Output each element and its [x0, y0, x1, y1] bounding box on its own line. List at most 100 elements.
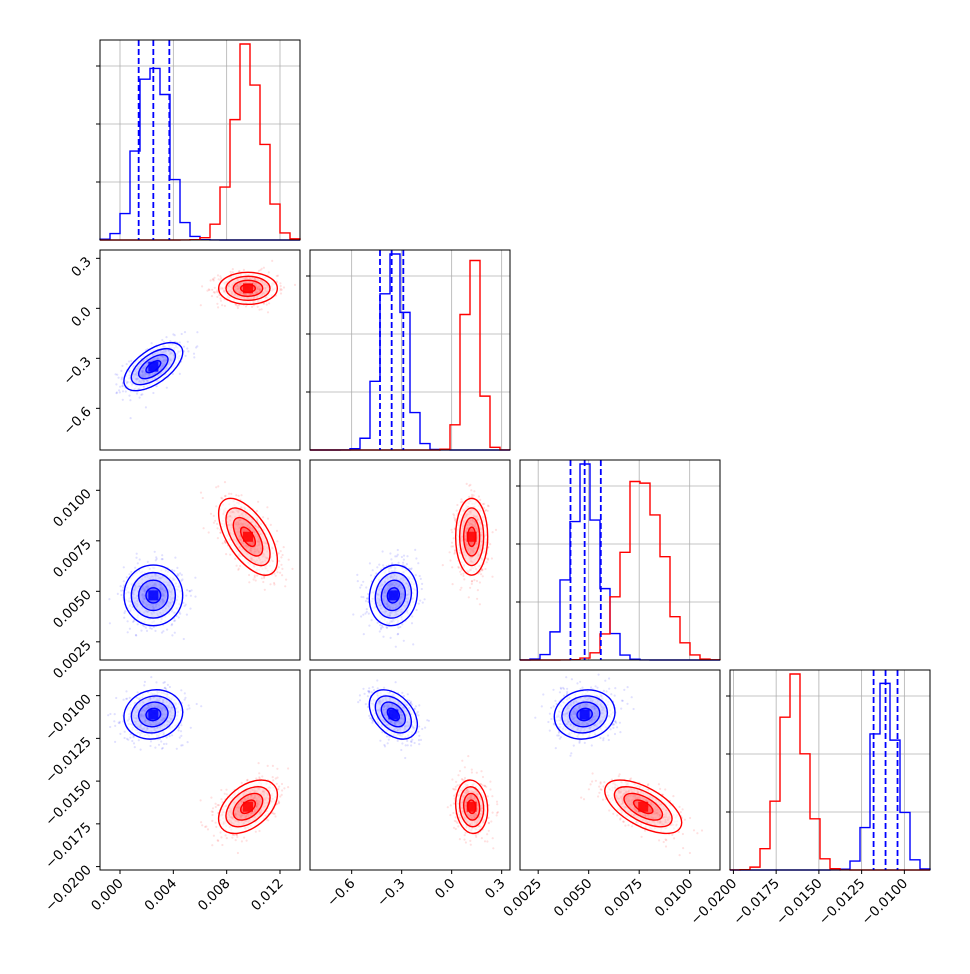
sample-point [155, 681, 157, 683]
sample-point [118, 722, 120, 724]
sample-point [487, 505, 489, 507]
sample-point [281, 289, 283, 291]
sample-point [115, 383, 117, 385]
sample-point [368, 625, 370, 627]
sample-point [483, 503, 485, 505]
sample-point [403, 555, 405, 557]
sample-point [108, 598, 110, 600]
sample-point [154, 551, 156, 553]
sample-point [162, 747, 164, 749]
sample-point [241, 840, 243, 842]
sample-point [418, 603, 420, 605]
sample-point [165, 743, 167, 745]
sample-point [189, 608, 191, 610]
sample-point [420, 578, 422, 580]
sample-point [174, 334, 176, 336]
sample-point [364, 612, 366, 614]
sample-point [356, 574, 358, 576]
sample-point [119, 733, 121, 735]
sample-point [285, 579, 287, 581]
sample-point [381, 625, 383, 627]
sample-point [487, 558, 489, 560]
sample-point [119, 386, 121, 388]
sample-point [224, 481, 226, 483]
sample-point [188, 590, 190, 592]
sample-point [259, 309, 261, 311]
sample-point [476, 580, 478, 582]
sample-point [480, 573, 482, 575]
sample-point [266, 304, 268, 306]
sample-point [179, 572, 181, 574]
sample-point [399, 626, 401, 628]
density-panel-1-0 [93, 250, 300, 450]
sample-point [220, 277, 222, 279]
sample-point [282, 554, 284, 556]
sample-point [181, 578, 183, 580]
sample-point [259, 777, 261, 779]
sample-point [416, 609, 418, 611]
sample-point [386, 627, 388, 629]
sample-point [107, 714, 109, 716]
sample-point [178, 727, 180, 729]
sample-point [224, 541, 226, 543]
sample-point [225, 495, 227, 497]
sample-point [186, 708, 188, 710]
sample-point [406, 555, 408, 557]
sample-point [158, 744, 160, 746]
sample-point [122, 399, 124, 401]
sample-point [188, 704, 190, 706]
sample-point [179, 341, 181, 343]
sample-point [453, 514, 455, 516]
sample-point [114, 713, 116, 715]
sample-point [217, 274, 219, 276]
sample-point [419, 600, 421, 602]
sample-point [401, 556, 403, 558]
sample-point [424, 598, 426, 600]
sample-point [278, 566, 280, 568]
sample-point [402, 562, 404, 564]
sample-point [185, 355, 187, 357]
sample-point [276, 571, 278, 573]
sample-point [163, 743, 165, 745]
sample-point [412, 643, 414, 645]
sample-point [115, 697, 117, 699]
sample-point [245, 305, 247, 307]
sample-point [391, 562, 393, 564]
sample-point [161, 554, 163, 556]
sample-point [456, 510, 458, 512]
sample-point [269, 583, 271, 585]
sample-point [230, 271, 232, 273]
sample-point [130, 360, 132, 362]
sample-point [382, 550, 384, 552]
sample-point [215, 505, 217, 507]
sample-point [258, 762, 260, 764]
sample-point [184, 331, 186, 333]
sample-point [397, 627, 399, 629]
sample-point [363, 633, 365, 635]
sample-point [280, 556, 282, 558]
density-peak-3-0-series-0 [148, 709, 158, 719]
sample-point [123, 566, 125, 568]
sample-point [171, 624, 173, 626]
sample-point [256, 575, 258, 577]
sample-point [167, 684, 169, 686]
sample-point [173, 570, 175, 572]
sample-point [215, 806, 217, 808]
sample-point [194, 577, 196, 579]
sample-point [450, 545, 452, 547]
sample-point [394, 555, 396, 557]
sample-point [268, 271, 270, 273]
sample-point [221, 497, 223, 499]
sample-point [369, 562, 371, 564]
sample-point [414, 549, 416, 551]
sample-point [122, 390, 124, 392]
sample-point [190, 727, 192, 729]
sample-point [382, 636, 384, 638]
sample-point [261, 268, 263, 270]
sample-point [278, 786, 280, 788]
sample-point [129, 399, 131, 401]
sample-point [109, 726, 111, 728]
sample-point [456, 504, 458, 506]
sample-point [468, 596, 470, 598]
